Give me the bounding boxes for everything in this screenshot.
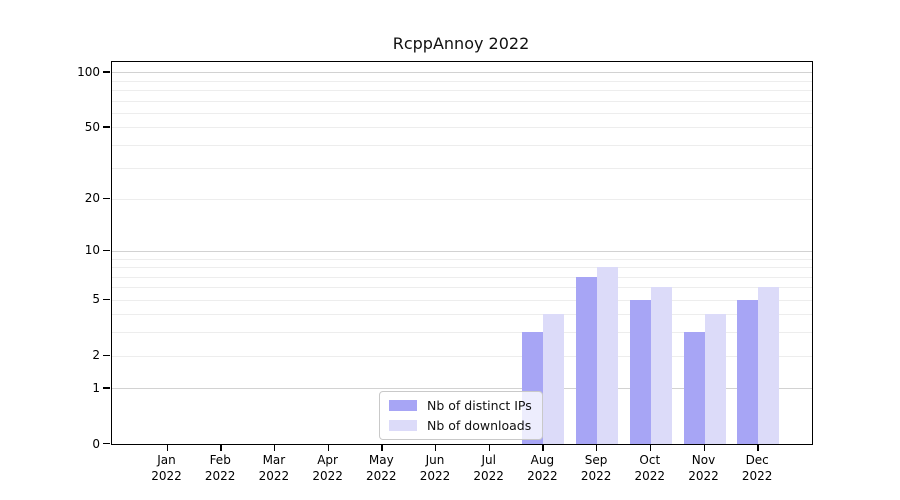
gridline-y-9 xyxy=(112,258,812,260)
x-tick-jan xyxy=(166,444,168,451)
y-tick-50 xyxy=(103,126,110,128)
x-tick-label-may: May 2022 xyxy=(366,453,397,483)
x-tick-label-oct: Oct 2022 xyxy=(634,453,666,483)
x-tick-oct xyxy=(649,444,652,451)
bar-nb-of-distinct-ips-sep xyxy=(576,276,598,444)
gridline-y-6 xyxy=(112,287,812,289)
legend-label-distinct-ips: Nb of distinct IPs xyxy=(427,398,532,413)
gridline-y-90 xyxy=(112,80,812,82)
bar-nb-of-downloads-oct xyxy=(650,287,672,444)
x-tick-jun xyxy=(435,444,437,451)
y-tick-1 xyxy=(103,387,110,389)
y-tick-label-50: 50 xyxy=(84,119,100,134)
gridline-y-10 xyxy=(112,250,812,252)
gridline-y-70 xyxy=(112,100,812,102)
bar-nb-of-downloads-aug xyxy=(543,314,565,444)
x-tick-label-jan: Jan 2022 xyxy=(151,453,182,483)
gridline-y-30 xyxy=(112,167,812,169)
legend-label-downloads: Nb of downloads xyxy=(427,418,532,433)
chart-title: RcppAnnoy 2022 xyxy=(392,34,530,53)
bar-nb-of-downloads-sep xyxy=(597,267,619,444)
gridline-y-60 xyxy=(112,113,812,115)
x-tick-sep xyxy=(596,444,598,451)
bar-nb-of-distinct-ips-dec xyxy=(737,299,759,444)
gridline-y-1 xyxy=(112,388,812,390)
x-tick-apr xyxy=(327,444,329,451)
gridline-y-40 xyxy=(112,145,812,147)
y-tick-100 xyxy=(103,71,110,73)
bar-nb-of-distinct-ips-nov xyxy=(683,332,705,444)
gridline-y-4 xyxy=(112,314,812,316)
bar-nb-of-downloads-dec xyxy=(758,287,780,444)
y-tick-20 xyxy=(103,197,110,200)
gridline-y-8 xyxy=(112,267,812,269)
x-tick-may xyxy=(381,444,383,451)
gridline-y-50 xyxy=(112,127,812,129)
bar-nb-of-distinct-ips-oct xyxy=(629,299,651,444)
x-tick-label-jun: Jun 2022 xyxy=(419,453,451,483)
x-tick-mar xyxy=(273,444,276,451)
gridline-y-100 xyxy=(112,72,812,74)
x-tick-nov xyxy=(703,444,705,451)
y-tick-label-10: 10 xyxy=(84,243,100,258)
legend: Nb of distinct IPs Nb of downloads xyxy=(379,391,543,440)
x-tick-label-feb: Feb 2022 xyxy=(204,453,236,483)
y-tick-label-1: 1 xyxy=(92,380,100,395)
x-tick-aug xyxy=(542,444,544,451)
legend-item-downloads: Nb of downloads xyxy=(389,418,532,433)
x-tick-jul xyxy=(488,444,491,451)
x-tick-dec xyxy=(757,444,759,451)
y-tick-0 xyxy=(103,443,110,445)
gridline-y-3 xyxy=(112,332,812,334)
gridline-y-7 xyxy=(112,276,812,278)
x-tick-feb xyxy=(220,444,222,451)
x-tick-label-sep: Sep 2022 xyxy=(580,453,612,483)
gridline-y-5 xyxy=(112,299,812,301)
y-tick-label-0: 0 xyxy=(92,436,100,451)
x-tick-label-nov: Nov 2022 xyxy=(688,453,719,483)
gridline-y-2 xyxy=(112,355,812,357)
legend-swatch-distinct-ips xyxy=(389,400,417,411)
y-tick-label-2: 2 xyxy=(92,348,100,363)
y-tick-2 xyxy=(103,354,110,356)
legend-item-distinct-ips: Nb of distinct IPs xyxy=(389,398,532,413)
y-tick-label-20: 20 xyxy=(84,191,100,206)
y-tick-5 xyxy=(103,298,110,301)
y-tick-label-100: 100 xyxy=(77,64,100,79)
y-tick-10 xyxy=(103,249,110,252)
x-tick-label-aug: Aug 2022 xyxy=(527,453,558,483)
plot-area xyxy=(111,61,813,445)
y-tick-label-5: 5 xyxy=(92,292,100,307)
legend-swatch-downloads xyxy=(389,420,417,431)
x-tick-label-dec: Dec 2022 xyxy=(741,453,773,483)
gridline-y-80 xyxy=(112,90,812,92)
gridline-y-20 xyxy=(112,198,812,200)
x-tick-label-apr: Apr 2022 xyxy=(312,453,343,483)
bar-nb-of-downloads-nov xyxy=(704,314,726,444)
x-tick-label-mar: Mar 2022 xyxy=(258,453,290,483)
x-tick-label-jul: Jul 2022 xyxy=(473,453,504,483)
